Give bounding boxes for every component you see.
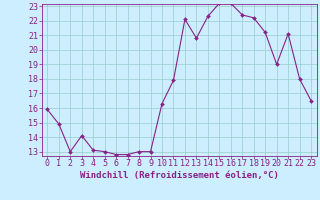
X-axis label: Windchill (Refroidissement éolien,°C): Windchill (Refroidissement éolien,°C) [80,171,279,180]
